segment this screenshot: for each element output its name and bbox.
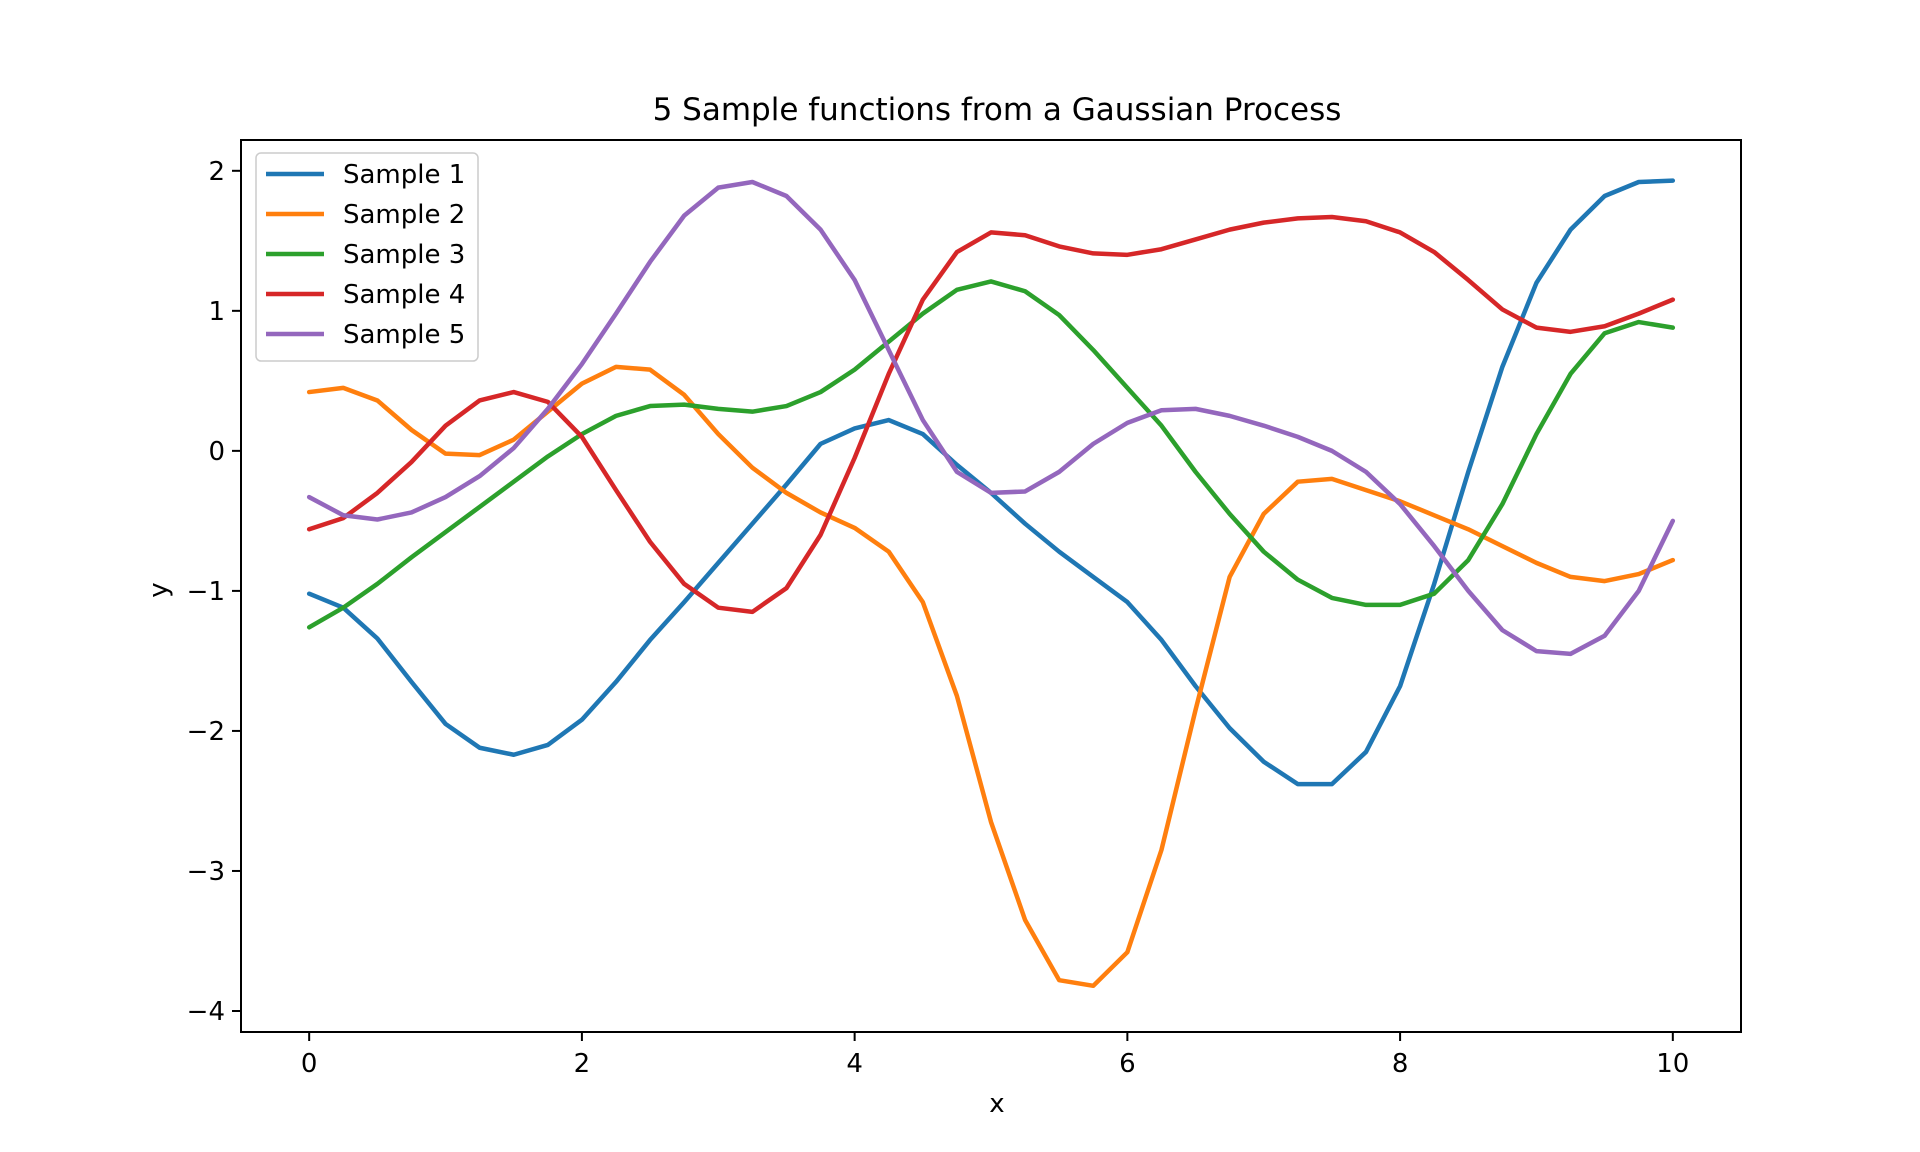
y-tick-label: 2	[208, 157, 225, 187]
series-line-5	[306, 179, 1676, 657]
chart-title: 5 Sample functions from a Gaussian Proce…	[653, 92, 1342, 128]
y-axis: 2 1 0 −1 −2 −3 −4	[187, 157, 241, 1027]
series-line-3	[306, 279, 1676, 630]
axes-frame	[240, 139, 1742, 1033]
x-tick-label: 8	[1392, 1049, 1409, 1079]
x-tick-label: 2	[574, 1049, 591, 1079]
y-tick-label: 1	[208, 297, 225, 327]
x-tick-label: 0	[301, 1049, 318, 1079]
legend-label: Sample 1	[343, 160, 465, 190]
x-axis: 0 2 4 6 8 10	[301, 1032, 1689, 1079]
legend-label: Sample 3	[343, 240, 465, 270]
legend-label: Sample 5	[343, 320, 465, 350]
x-tick-label: 4	[846, 1049, 863, 1079]
y-tick-label: −3	[187, 857, 225, 887]
y-axis-label: y	[144, 582, 174, 597]
series-line-4	[306, 214, 1676, 615]
x-axis-label: x	[989, 1089, 1004, 1119]
y-tick-label: −1	[187, 577, 225, 607]
y-tick-label: −2	[187, 717, 225, 747]
legend-label: Sample 4	[343, 280, 465, 310]
y-tick-label: −4	[187, 997, 225, 1027]
plot-area	[306, 178, 1676, 989]
legend-label: Sample 2	[343, 200, 465, 230]
x-tick-label: 6	[1119, 1049, 1136, 1079]
y-tick-label: 0	[208, 437, 225, 467]
legend: Sample 1 Sample 2 Sample 3 Sample 4 Sample 5	[255, 152, 479, 362]
x-tick-label: 10	[1656, 1049, 1689, 1079]
legend-box	[255, 152, 479, 362]
